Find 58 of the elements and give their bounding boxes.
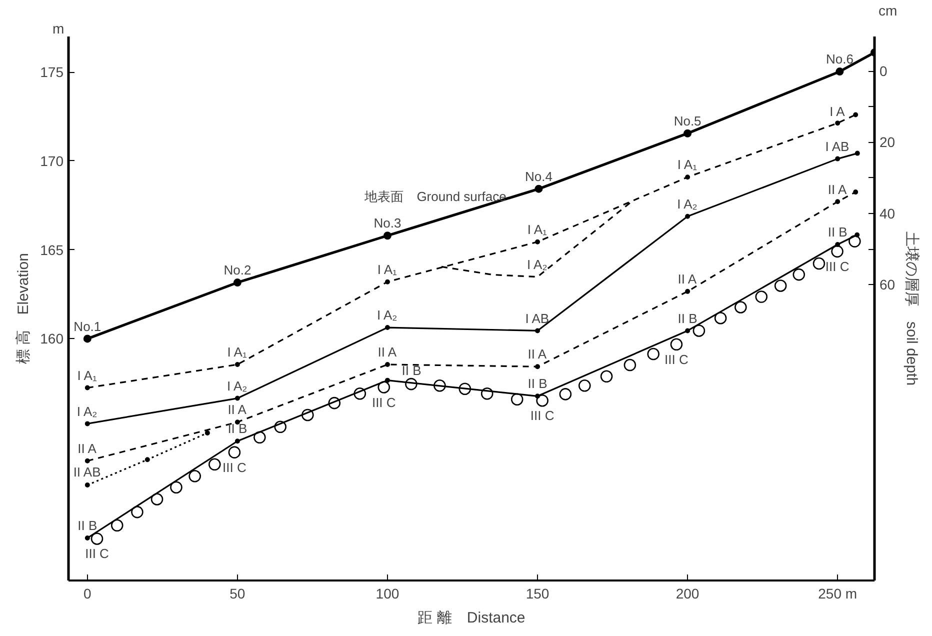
annotation: II AB xyxy=(73,464,101,480)
text: m xyxy=(52,20,64,36)
annotation: I A₂ xyxy=(76,404,98,419)
x-tick-label: 250 m xyxy=(818,586,858,602)
x-tick-label: 150 xyxy=(526,586,550,602)
annotation: I A₂ xyxy=(377,308,398,323)
annotation: II A xyxy=(828,182,847,197)
annotation: III C xyxy=(222,460,246,475)
annotation: II A xyxy=(528,346,547,362)
annotation: I A₁ xyxy=(527,222,548,237)
annotation: III C xyxy=(530,408,554,424)
annotation: II A xyxy=(678,272,697,287)
y2-tick-label: 20 xyxy=(880,134,896,150)
annotation: II B xyxy=(678,310,698,326)
annotation: III C xyxy=(372,394,396,410)
annotation: II A xyxy=(228,402,247,418)
annotation: I A₁ xyxy=(77,368,98,383)
annotation: II A xyxy=(378,344,397,360)
x-tick-label: 50 xyxy=(230,586,246,602)
annotation: I A₂ xyxy=(226,378,248,394)
y2-tick-label: 40 xyxy=(880,205,896,222)
y-tick-label: 160 xyxy=(40,330,64,347)
annotation: I A₁ xyxy=(227,344,248,360)
annotation: I A xyxy=(830,104,846,120)
text: cm xyxy=(878,2,898,18)
annotation: I A₁ xyxy=(377,262,398,277)
annotation: II B xyxy=(78,518,98,534)
annotation: No.2 xyxy=(224,262,252,278)
annotation: II B xyxy=(228,421,248,436)
x-tick-label: 100 xyxy=(376,586,400,602)
annotation: III C xyxy=(825,258,850,274)
y-tick-label: 175 xyxy=(40,64,64,80)
annotation: III C xyxy=(664,352,688,367)
annotation: No.5 xyxy=(674,113,702,128)
x-tick-label: 0 xyxy=(84,586,92,602)
annotation: No.1 xyxy=(74,318,102,334)
y2-tick-label: 0 xyxy=(880,63,888,80)
annotation: I AB xyxy=(525,310,550,326)
annotation: III C xyxy=(85,546,109,562)
annotation: No.6 xyxy=(826,52,854,67)
annotation: II B xyxy=(402,362,422,378)
x-tick-label: 200 xyxy=(676,586,700,602)
annotation: II A xyxy=(78,440,97,456)
annotation: II B xyxy=(528,376,548,392)
annotation: I A₂ xyxy=(677,196,698,212)
annotation: I A₁ xyxy=(677,157,698,172)
y2-tick-label: 60 xyxy=(880,276,896,293)
y2-axis-title: 土壌の層厚 soil depth xyxy=(903,231,920,386)
annotation: I AB xyxy=(825,138,850,154)
annotation: No.4 xyxy=(524,168,552,184)
annotation: I A₂ xyxy=(527,256,548,272)
annotation: No.3 xyxy=(374,216,402,231)
annotation: II B xyxy=(828,224,848,240)
y-tick-label: 170 xyxy=(40,152,64,169)
y-tick-label: 165 xyxy=(40,242,64,258)
annotation: 地表面 Ground surface xyxy=(364,189,506,204)
y-axis-title: 標 高 Elevation xyxy=(15,253,32,364)
x-axis-title: 距 離 Distance xyxy=(418,610,526,626)
